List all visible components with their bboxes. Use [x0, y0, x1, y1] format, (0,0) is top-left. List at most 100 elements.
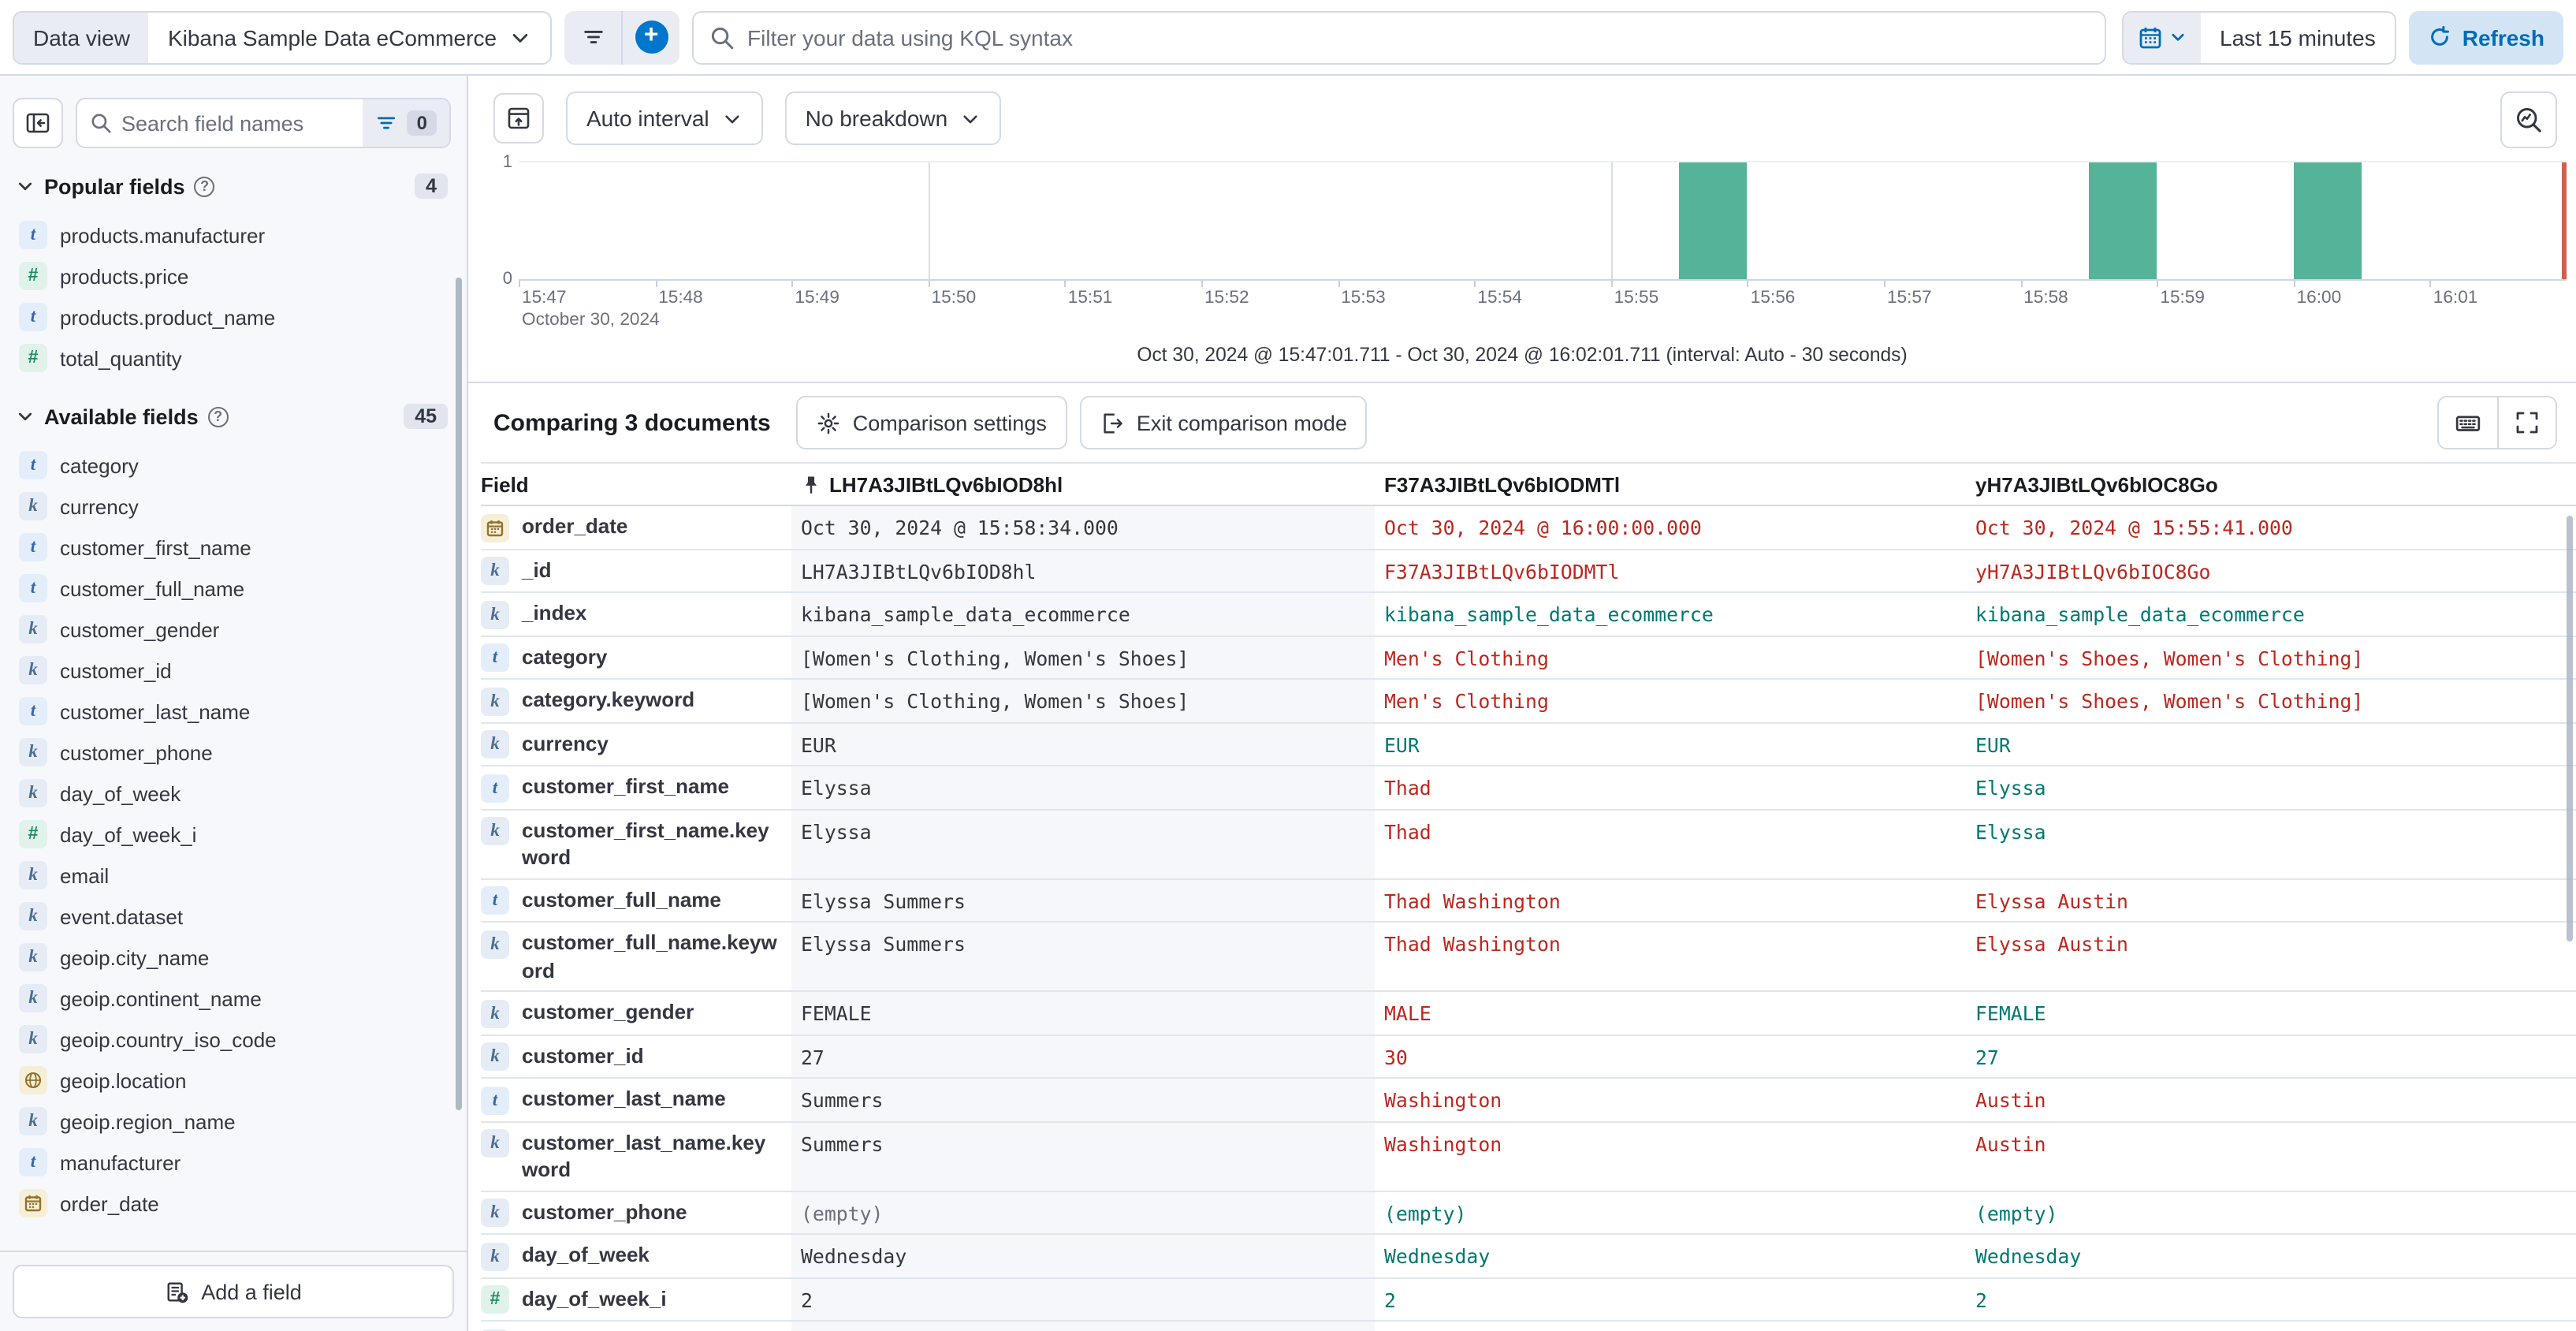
add-field-button[interactable]: Add a field [13, 1265, 454, 1318]
sidebar-field-item[interactable]: k day_of_week [13, 773, 451, 814]
sidebar-field-item[interactable]: k customer_gender [13, 609, 451, 650]
doc-value-cell: kibana_sample_data_ecommerce [1975, 602, 2305, 626]
edit-visualization-button[interactable] [2500, 91, 2557, 148]
field-name-cell[interactable]: k _id [481, 550, 791, 591]
field-filter-button[interactable]: 0 [363, 99, 449, 147]
date-picker-menu-button[interactable] [2124, 12, 2202, 62]
doc-value-cell: Wednesday [1975, 1244, 2082, 1268]
keyword-field-icon: k [481, 730, 509, 759]
exit-comparison-button[interactable]: Exit comparison mode [1079, 396, 1368, 449]
globe-icon [24, 1072, 42, 1089]
field-name-cell[interactable]: k customer_last_name.keyword [481, 1122, 791, 1190]
field-name-cell[interactable]: k category.keyword [481, 680, 791, 721]
collapse-chart-button[interactable] [493, 93, 544, 144]
sidebar-field-item[interactable]: k geoip.country_iso_code [13, 1019, 451, 1060]
doc-value-cell: Elyssa [1975, 776, 2046, 800]
sidebar-field-item[interactable]: t category [13, 445, 451, 486]
number-field-icon: # [481, 1285, 509, 1314]
x-axis-tick-label: 15:54 [1477, 289, 1522, 308]
table-scrollbar[interactable] [2567, 516, 2573, 941]
collapse-sidebar-button[interactable] [13, 98, 63, 148]
histogram-bar[interactable] [1679, 162, 1748, 279]
sidebar-field-item[interactable]: k email [13, 855, 451, 896]
sidebar-field-item[interactable]: t products.product_name [13, 296, 451, 337]
sidebar-field-item[interactable]: k geoip.city_name [13, 937, 451, 978]
histogram-bar[interactable] [2088, 162, 2157, 279]
sidebar-field-item[interactable]: t customer_first_name [13, 527, 451, 568]
gridline [928, 162, 930, 279]
sidebar-field-item[interactable]: k geoip.region_name [13, 1101, 451, 1142]
doc-column-header-pinned[interactable]: LH7A3JIBtLQv6bIOD8hl [791, 472, 1375, 496]
field-name: geoip.country_iso_code [60, 1027, 277, 1051]
kql-search-input[interactable] [747, 24, 2090, 50]
search-icon [91, 114, 111, 133]
available-fields-header[interactable]: Available fields ? 45 [16, 404, 448, 429]
field-name-cell[interactable]: t category [481, 636, 791, 678]
sidebar-field-item[interactable]: k event.dataset [13, 896, 451, 937]
time-range-value[interactable]: Last 15 minutes [2220, 24, 2376, 50]
sidebar-scrollbar[interactable] [456, 278, 462, 1110]
field-name-cell[interactable]: # day_of_week_i [481, 1278, 791, 1320]
sidebar-field-item[interactable]: t customer_full_name [13, 568, 451, 609]
field-name-cell[interactable]: k day_of_week [481, 1235, 791, 1277]
sidebar-field-item[interactable]: k customer_id [13, 650, 451, 691]
field-name-cell[interactable]: k _index [481, 593, 791, 635]
field-name-cell[interactable]: k email [481, 1322, 791, 1331]
add-filter-button[interactable]: + [623, 10, 679, 64]
sidebar-field-item[interactable]: # day_of_week_i [13, 814, 451, 855]
field-name-cell[interactable]: k customer_gender [481, 992, 791, 1034]
field-name-cell[interactable]: order_date [481, 506, 791, 548]
data-view-picker[interactable]: Data view Kibana Sample Data eCommerce [13, 10, 553, 64]
histogram-chart[interactable]: 1 0 October 30, 2024 15:47 15:48 15:49 15:5… [493, 153, 2567, 334]
x-axis-tick [1474, 281, 1476, 287]
histogram-bar[interactable] [2293, 162, 2362, 279]
sidebar-field-item[interactable]: # products.price [13, 255, 451, 296]
breakdown-dropdown[interactable]: No breakdown [784, 91, 1002, 145]
doc-column-header[interactable]: yH7A3JIBtLQv6bIOC8Go [1966, 472, 2576, 496]
popular-fields-header[interactable]: Popular fields ? 4 [16, 173, 448, 199]
histogram-plot-area[interactable]: 1 0 [503, 153, 2567, 289]
doc-value-cell: EUR [1975, 733, 2011, 756]
field-name-cell[interactable]: t customer_full_name [481, 879, 791, 921]
field-name: customer_full_name [60, 576, 245, 600]
doc-value-cell: Summers [791, 1079, 1375, 1120]
field-search-input[interactable] [121, 111, 363, 135]
field-name-cell[interactable]: k currency [481, 723, 791, 765]
sidebar-field-item[interactable]: # total_quantity [13, 337, 451, 378]
keyword-field-icon: k [19, 902, 47, 930]
sidebar-field-item[interactable]: t products.manufacturer [13, 214, 451, 255]
chevron-down-icon [18, 412, 32, 421]
sidebar-field-item[interactable]: k customer_phone [13, 732, 451, 773]
refresh-button[interactable]: Refresh [2408, 10, 2563, 64]
field-name-cell[interactable]: t customer_first_name [481, 766, 791, 808]
sidebar-field-item[interactable]: order_date [13, 1183, 451, 1224]
field-name-cell[interactable]: k customer_id [481, 1035, 791, 1077]
saved-query-filter-button[interactable] [564, 10, 621, 64]
keyboard-shortcuts-button[interactable] [2439, 397, 2497, 448]
x-axis-tick [2293, 281, 2295, 287]
field-name-cell[interactable]: k customer_phone [481, 1191, 791, 1233]
doc-column-header[interactable]: F37A3JIBtLQv6bIODMTl [1375, 472, 1966, 496]
field-name-cell[interactable]: k customer_first_name.keyword [481, 810, 791, 878]
field-name-cell[interactable]: t customer_last_name [481, 1079, 791, 1120]
field-name: category [522, 644, 608, 668]
sidebar-field-item[interactable]: geoip.location [13, 1060, 451, 1101]
field-name-cell[interactable]: k customer_full_name.keyword [481, 923, 791, 990]
data-view-value: Kibana Sample Data eCommerce [167, 24, 497, 50]
field-name: customer_full_name.keyword [522, 930, 777, 982]
sidebar-field-item[interactable]: k geoip.continent_name [13, 978, 451, 1019]
kql-search-bar[interactable] [692, 10, 2107, 64]
fullscreen-button[interactable] [2497, 397, 2556, 448]
sidebar-field-item[interactable]: k currency [13, 486, 451, 527]
field-column-header[interactable]: Field [481, 472, 529, 496]
data-view-select[interactable]: Kibana Sample Data eCommerce [149, 24, 550, 50]
field-name: day_of_week_i [60, 822, 197, 846]
doc-value-cell: Austin [1975, 1132, 2046, 1155]
sidebar-field-item[interactable]: t customer_last_name [13, 691, 451, 732]
x-axis-tick-label: 15:51 [1067, 289, 1113, 308]
field-name: category [60, 453, 139, 477]
sidebar-field-item[interactable]: t manufacturer [13, 1142, 451, 1183]
doc-value-cell: thad@washington-family.zzz [1375, 1322, 1966, 1331]
auto-interval-dropdown[interactable]: Auto interval [566, 91, 763, 145]
comparison-settings-button[interactable]: Comparison settings [795, 396, 1067, 449]
